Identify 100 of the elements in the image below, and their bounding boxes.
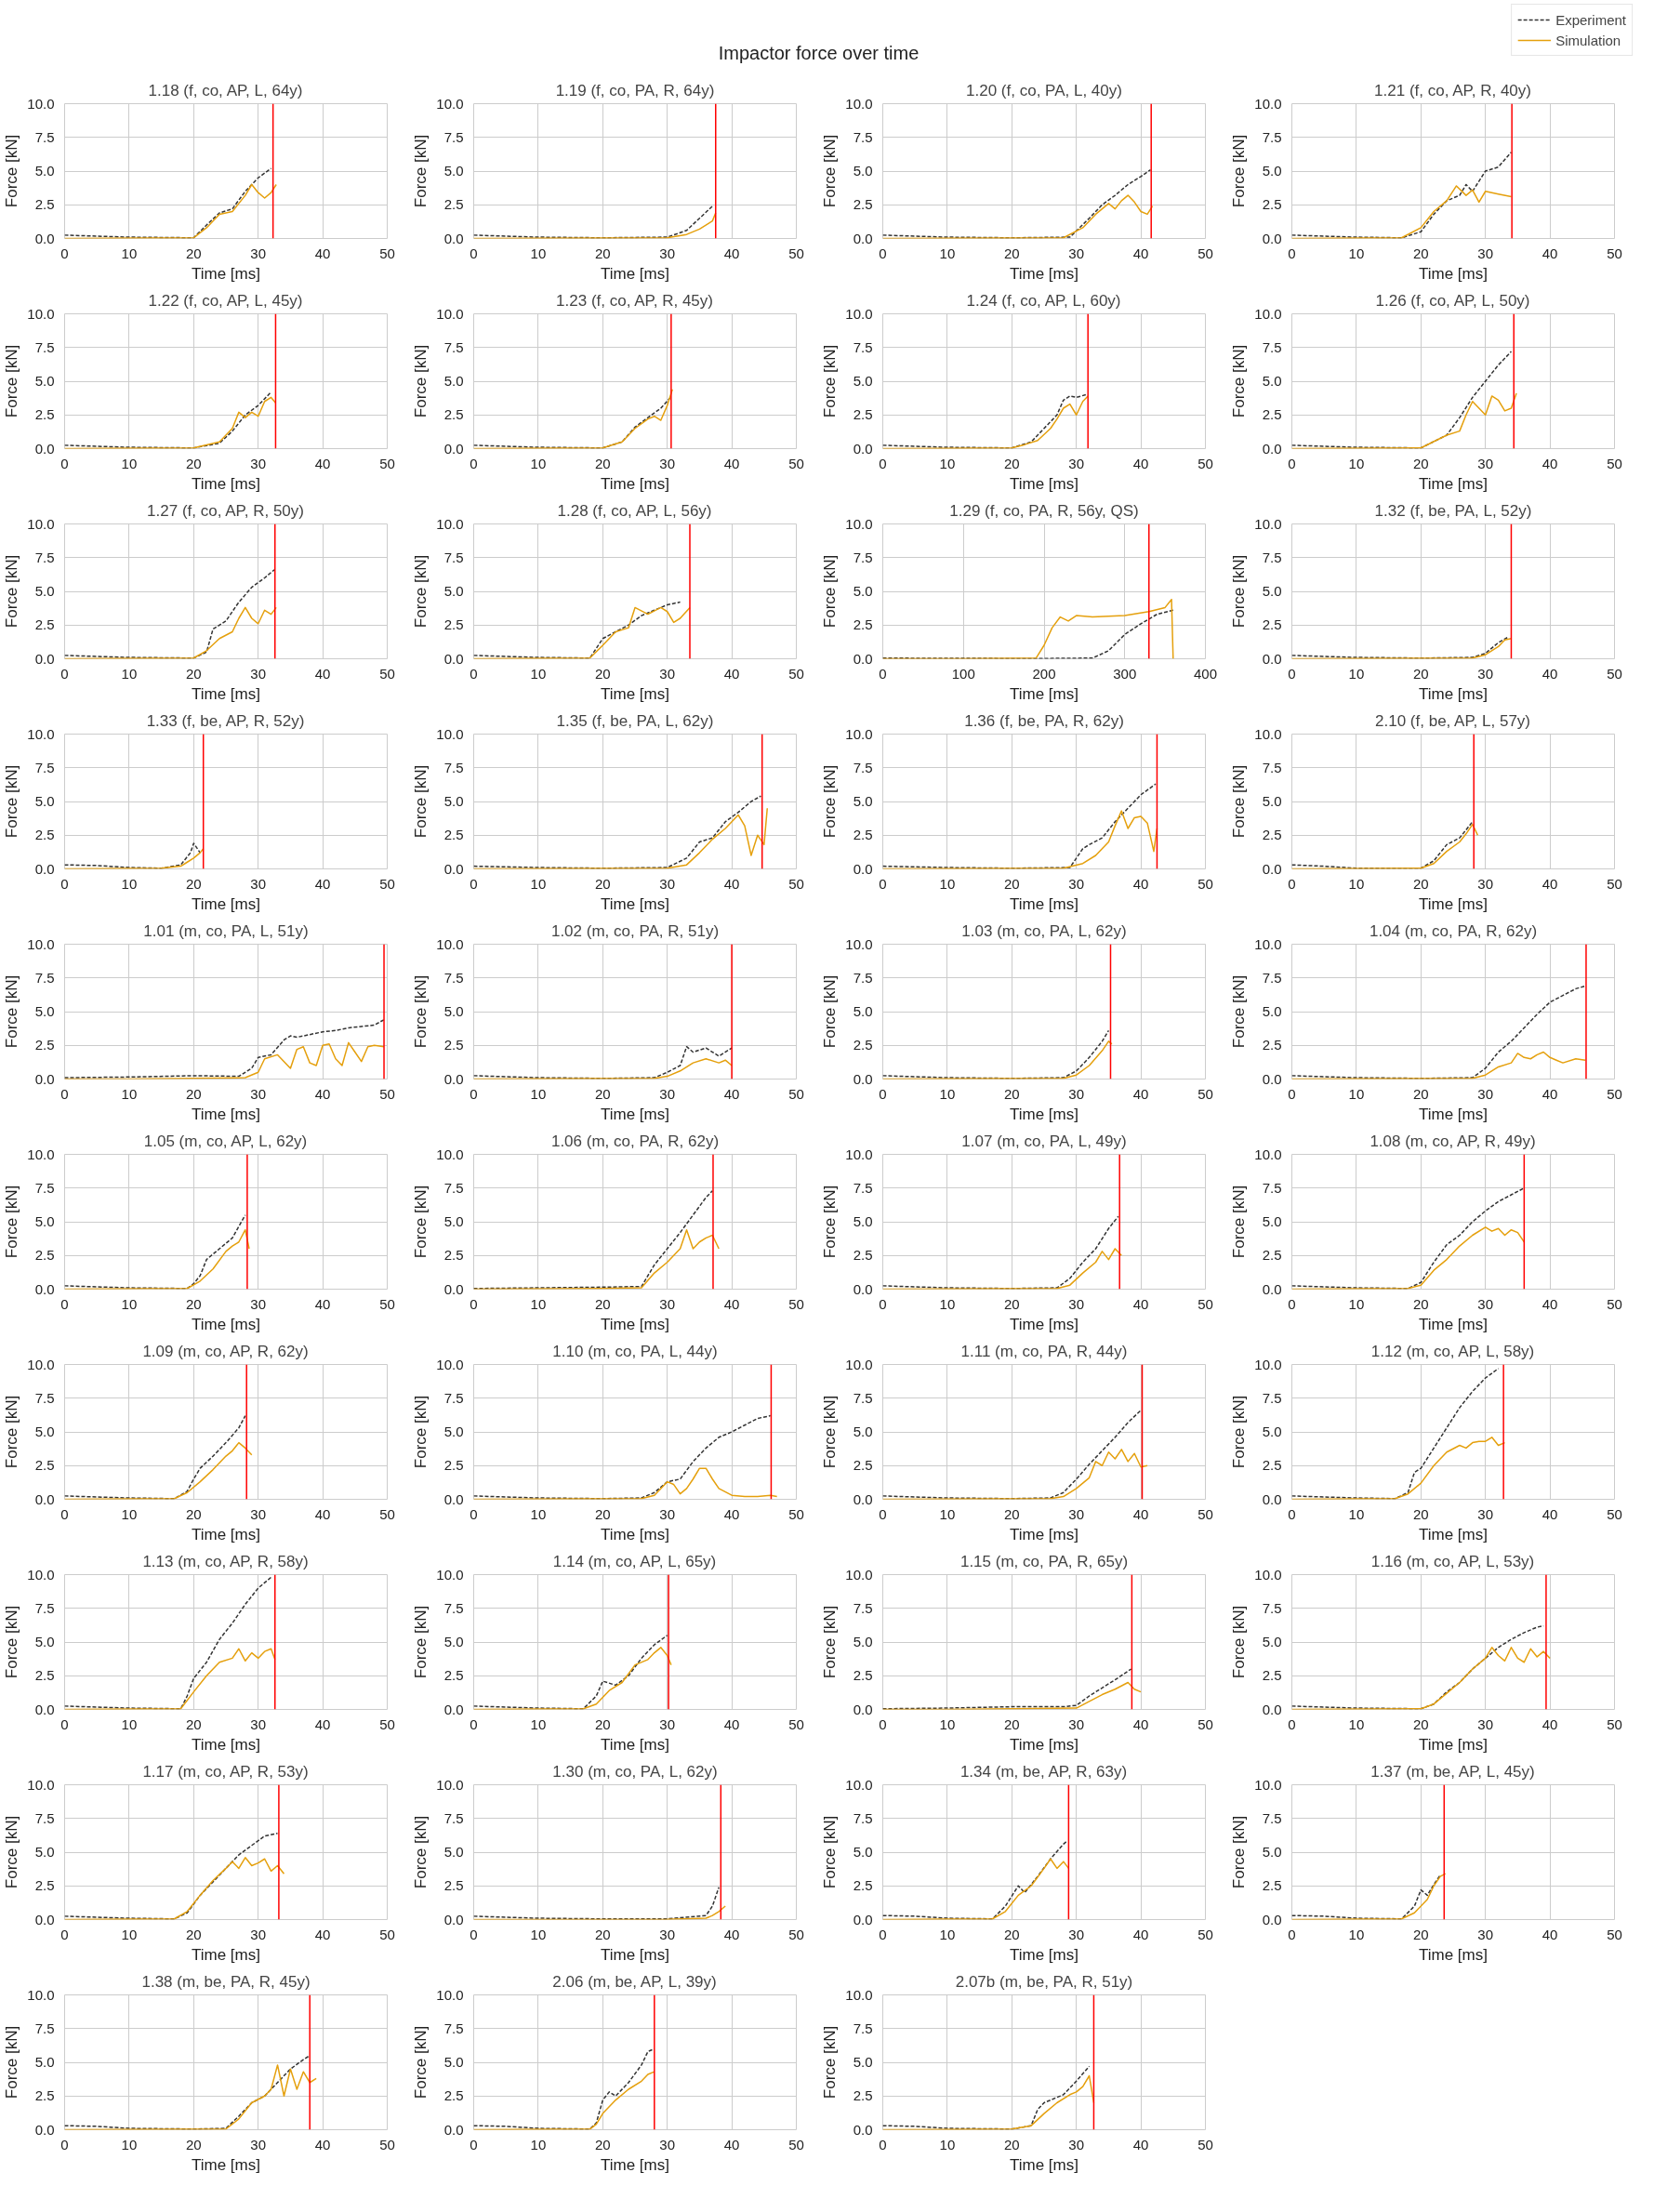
- y-tick-label: 5.0: [1262, 373, 1282, 389]
- x-tick-label: 50: [1197, 1085, 1213, 1102]
- x-tick-label: 10: [121, 1926, 138, 1942]
- x-tick-label: 40: [723, 1295, 740, 1312]
- y-axis-title: Force [kN]: [412, 134, 430, 208]
- y-tick-label: 0.0: [1262, 1701, 1282, 1717]
- x-tick-label: 40: [723, 245, 740, 261]
- y-tick-label: 10.0: [436, 1146, 464, 1162]
- x-tick-label: 10: [530, 875, 547, 892]
- y-tick-label: 2.5: [443, 1247, 464, 1264]
- chart-title: 1.06 (m, co, PA, R, 62y): [550, 1132, 720, 1150]
- x-tick-label: 50: [379, 245, 395, 261]
- y-tick-label: 2.5: [1262, 827, 1282, 843]
- y-tick-label: 2.5: [34, 1037, 55, 1053]
- x-axis-title: Time [ms]: [1419, 474, 1488, 493]
- y-tick-label: 7.5: [853, 969, 873, 986]
- x-tick-label: 0: [1288, 1085, 1296, 1102]
- y-axis-title: Force [kN]: [412, 554, 430, 629]
- y-tick-label: 5.0: [1262, 583, 1282, 599]
- y-tick-label: 5.0: [853, 583, 873, 599]
- y-tick-label: 7.5: [443, 338, 464, 355]
- x-tick-label: 0: [470, 245, 478, 261]
- x-tick-label: 20: [185, 1085, 202, 1102]
- x-tick-label: 50: [1607, 1085, 1622, 1102]
- x-tick-label: 0: [60, 1926, 69, 1942]
- y-tick-label: 2.5: [853, 406, 873, 423]
- x-axis-title: Time [ms]: [1010, 1945, 1078, 1964]
- x-tick-label: 10: [121, 455, 138, 471]
- x-axis-title: Time [ms]: [192, 1105, 260, 1123]
- y-axis-title: Force [kN]: [821, 2025, 840, 2099]
- y-tick-label: 7.5: [443, 1809, 464, 1826]
- y-tick-label: 2.5: [34, 1667, 55, 1684]
- x-tick-label: 20: [1003, 1085, 1020, 1102]
- y-tick-label: 0.0: [443, 1490, 464, 1507]
- x-tick-label: 20: [1003, 875, 1020, 892]
- x-tick-label: 40: [1542, 1715, 1558, 1732]
- y-tick-label: 0.0: [443, 440, 464, 457]
- y-axis-title: Force [kN]: [821, 1185, 840, 1259]
- x-tick-label: 30: [1477, 1085, 1494, 1102]
- x-tick-label: 50: [788, 245, 804, 261]
- x-tick-label: 30: [659, 245, 676, 261]
- y-tick-label: 0.0: [34, 2121, 55, 2138]
- x-axis-title: Time [ms]: [1010, 2155, 1078, 2174]
- x-axis-title: Time [ms]: [192, 684, 260, 703]
- x-axis-title: Time [ms]: [1010, 1525, 1078, 1543]
- y-tick-label: 2.5: [443, 1457, 464, 1474]
- y-tick-label: 7.5: [1262, 128, 1282, 145]
- x-tick-label: 50: [788, 875, 804, 892]
- y-tick-label: 7.5: [1262, 759, 1282, 775]
- y-tick-label: 5.0: [1262, 793, 1282, 809]
- y-tick-label: 0.0: [853, 440, 873, 457]
- y-tick-label: 2.5: [443, 827, 464, 843]
- y-tick-label: 5.0: [1262, 1844, 1282, 1860]
- y-tick-label: 10.0: [845, 1776, 873, 1793]
- y-tick-label: 2.5: [443, 406, 464, 423]
- x-tick-label: 30: [1068, 2136, 1085, 2152]
- x-tick-label: 40: [1542, 665, 1558, 682]
- x-tick-label: 10: [1348, 1926, 1365, 1942]
- y-tick-label: 2.5: [443, 1877, 464, 1894]
- x-tick-label: 50: [379, 1715, 395, 1732]
- y-tick-label: 0.0: [34, 440, 55, 457]
- x-axis-title: Time [ms]: [192, 894, 260, 913]
- x-tick-label: 50: [379, 1926, 395, 1942]
- y-tick-label: 5.0: [1262, 1003, 1282, 1019]
- x-tick-label: 0: [1288, 875, 1296, 892]
- x-tick-label: 400: [1193, 665, 1218, 682]
- y-axis-title: Force [kN]: [821, 1395, 840, 1469]
- x-tick-label: 10: [1348, 245, 1365, 261]
- x-tick-label: 10: [1348, 1715, 1365, 1732]
- x-tick-label: 30: [250, 245, 267, 261]
- x-tick-label: 40: [1542, 1505, 1558, 1522]
- y-tick-label: 2.5: [853, 1247, 873, 1264]
- y-tick-label: 0.0: [853, 650, 873, 667]
- y-tick-label: 0.0: [1262, 860, 1282, 877]
- y-axis-title: Force [kN]: [412, 974, 430, 1049]
- x-tick-label: 10: [939, 245, 956, 261]
- y-axis-title: Force [kN]: [1230, 554, 1249, 629]
- y-tick-label: 0.0: [1262, 1070, 1282, 1087]
- y-tick-label: 5.0: [1262, 163, 1282, 179]
- legend-label: Experiment: [1555, 11, 1626, 28]
- y-tick-label: 2.5: [34, 616, 55, 633]
- y-tick-label: 7.5: [853, 1599, 873, 1616]
- y-tick-label: 10.0: [27, 1356, 55, 1372]
- y-tick-label: 10.0: [27, 1566, 55, 1583]
- chart-title: 1.09 (m, co, AP, R, 62y): [142, 1342, 309, 1360]
- x-tick-label: 0: [470, 1505, 478, 1522]
- x-tick-label: 20: [185, 875, 202, 892]
- y-tick-label: 5.0: [443, 793, 464, 809]
- x-tick-label: 50: [1607, 665, 1622, 682]
- x-tick-label: 0: [879, 455, 887, 471]
- x-tick-label: 0: [1288, 665, 1296, 682]
- x-tick-label: 0: [60, 1505, 69, 1522]
- x-tick-label: 20: [1003, 2136, 1020, 2152]
- y-tick-label: 10.0: [27, 1776, 55, 1793]
- y-tick-label: 5.0: [1262, 1424, 1282, 1439]
- y-axis-title: Force [kN]: [412, 1185, 430, 1259]
- y-tick-label: 5.0: [853, 793, 873, 809]
- chart-title: 1.16 (m, co, AP, L, 53y): [1370, 1552, 1535, 1570]
- y-tick-label: 10.0: [1254, 1356, 1282, 1372]
- y-tick-label: 0.0: [443, 2121, 464, 2138]
